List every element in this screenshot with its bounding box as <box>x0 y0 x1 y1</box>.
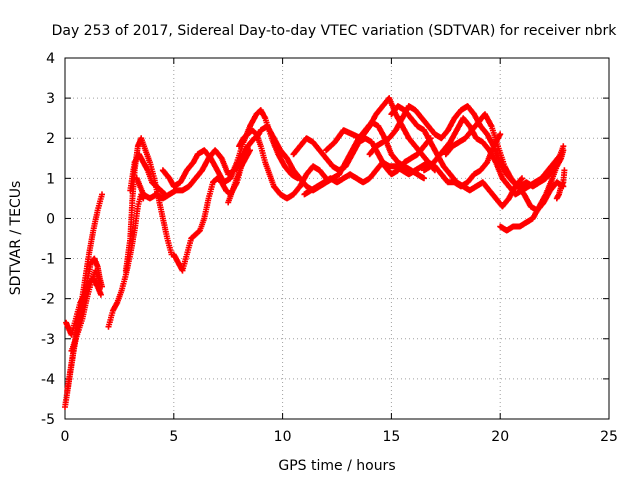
series-track-7 <box>127 151 169 198</box>
x-tick-label: 5 <box>169 429 178 445</box>
y-tick-label: -4 <box>41 372 55 388</box>
series-track-13 <box>225 147 253 206</box>
plot-frame <box>64 57 610 420</box>
series-track-4 <box>68 267 103 354</box>
axis-ticks: 0 5 10 15 20 25 -5 -4 -3 -2 -1 0 1 2 3 4 <box>41 51 618 445</box>
y-tick-label: -3 <box>41 332 55 348</box>
x-tick-label: 10 <box>274 429 292 445</box>
grid-lines <box>65 58 609 419</box>
y-tick-label: 0 <box>46 211 55 227</box>
x-axis-label: GPS time / hours <box>278 458 395 474</box>
x-tick-label: 0 <box>61 429 70 445</box>
y-tick-label: -1 <box>41 252 55 268</box>
y-tick-label: -2 <box>41 292 55 308</box>
data-series <box>62 95 568 410</box>
series-track-21 <box>497 147 567 234</box>
series-track-5 <box>105 191 147 330</box>
x-tick-label: 15 <box>382 429 400 445</box>
series-track-22 <box>553 167 568 202</box>
y-tick-label: -5 <box>41 412 55 428</box>
series-track-15 <box>301 159 438 198</box>
x-tick-label: 20 <box>491 429 509 445</box>
x-tick-label: 25 <box>600 429 618 445</box>
y-tick-label: 3 <box>46 91 55 107</box>
y-tick-label: 4 <box>46 51 55 67</box>
chart-title: Day 253 of 2017, Sidereal Day-to-day VTE… <box>52 23 618 39</box>
y-tick-label: 2 <box>46 131 55 147</box>
series-track-19 <box>421 115 565 198</box>
series-track-6 <box>122 135 175 274</box>
series-track-11 <box>236 127 330 202</box>
y-axis-label: SDTVAR / TECUs <box>8 181 24 296</box>
y-tick-label: 1 <box>46 171 55 187</box>
